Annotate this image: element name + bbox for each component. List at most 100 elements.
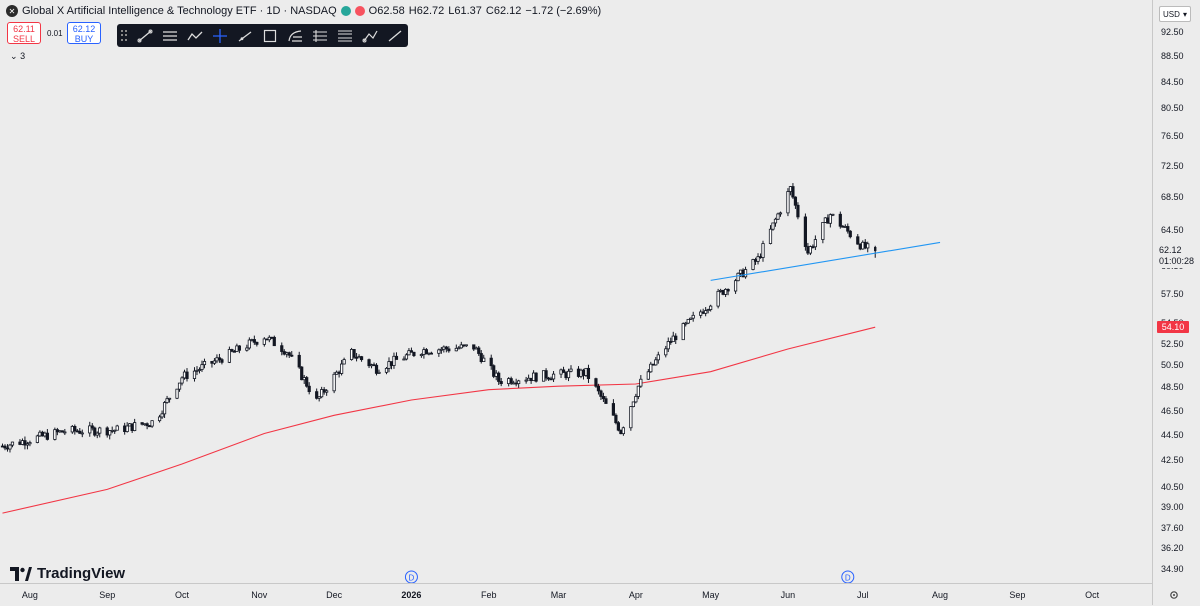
time-tick-label: May xyxy=(702,590,720,600)
candle xyxy=(43,431,47,438)
candle xyxy=(791,183,795,199)
buy-button[interactable]: 62.12 BUY xyxy=(67,22,101,44)
measure-icon[interactable] xyxy=(334,27,356,45)
candle xyxy=(841,225,845,228)
candle xyxy=(527,374,531,381)
long-position-icon[interactable] xyxy=(309,27,331,45)
dividend-marker[interactable]: D xyxy=(841,570,855,583)
candle xyxy=(532,370,536,382)
candle xyxy=(843,224,847,228)
candle xyxy=(646,369,650,380)
candle xyxy=(813,235,817,251)
candle xyxy=(150,420,154,428)
candle xyxy=(10,441,15,448)
candle xyxy=(20,438,25,446)
svg-text:D: D xyxy=(409,574,415,583)
candle xyxy=(806,242,810,255)
sell-price: 62.11 xyxy=(13,24,35,34)
candle xyxy=(255,341,259,347)
drag-handle-icon[interactable] xyxy=(121,29,127,42)
candle xyxy=(861,240,865,250)
candle xyxy=(599,389,603,401)
crosshair-icon[interactable] xyxy=(209,27,231,45)
candle xyxy=(80,429,84,438)
sell-button[interactable]: 62.11 SELL xyxy=(7,22,41,44)
candle xyxy=(265,338,269,341)
candle xyxy=(544,368,548,381)
candle xyxy=(349,347,354,361)
candle xyxy=(719,288,723,293)
candle xyxy=(674,333,678,345)
path-icon[interactable] xyxy=(184,27,206,45)
candle xyxy=(210,361,214,368)
candle xyxy=(167,397,172,403)
support-trendline[interactable] xyxy=(710,241,941,281)
time-tick-label: Apr xyxy=(628,590,643,600)
candle xyxy=(761,240,765,262)
candle xyxy=(823,217,827,223)
candle xyxy=(28,440,32,447)
price-axis[interactable]: USD ▾ 92.50 88.50 84.50 80.50 76.50 72.50 68.5… xyxy=(1152,0,1200,605)
market-status-icon[interactable] xyxy=(340,6,351,16)
brush-icon[interactable] xyxy=(359,27,381,45)
indicators-toggle[interactable]: ⌄ 3 xyxy=(10,51,25,62)
dividend-marker[interactable]: D xyxy=(404,570,418,583)
candle xyxy=(212,358,217,365)
candle xyxy=(409,347,414,353)
candle xyxy=(272,335,276,347)
candle xyxy=(821,222,825,244)
time-tick-label: Aug xyxy=(932,590,949,600)
time-tick-label: Feb xyxy=(480,590,497,600)
data-status-icon[interactable] xyxy=(354,6,365,16)
candle xyxy=(771,222,775,231)
candle xyxy=(305,376,309,388)
horizontal-line-icon[interactable] xyxy=(159,27,181,45)
candle xyxy=(681,322,685,341)
drawing-toolbar xyxy=(117,24,408,47)
candle xyxy=(689,317,693,320)
time-axis[interactable]: Aug Sep Oct Nov Dec 2026 Feb Mar Apr May Jun Jul Aug… xyxy=(0,583,1152,606)
candle xyxy=(287,351,291,358)
candle xyxy=(307,382,311,395)
candle xyxy=(699,309,703,319)
price-tick-label: 48.50 xyxy=(1161,382,1184,393)
candle xyxy=(514,378,518,387)
currency-selector[interactable]: USD ▾ xyxy=(1159,6,1191,22)
time-tick-label: Dec xyxy=(326,590,343,600)
candle xyxy=(666,337,670,353)
symbol-title: Global X Artificial Intelligence & Techn… xyxy=(22,5,337,17)
candle xyxy=(320,386,324,399)
gear-icon[interactable] xyxy=(1168,588,1180,600)
candle xyxy=(474,346,478,350)
candle xyxy=(75,428,79,433)
spread-value: 0.01 xyxy=(47,29,63,38)
candle xyxy=(227,346,232,364)
candle xyxy=(709,304,713,312)
candle xyxy=(352,349,356,359)
symbol-logo-icon: ✕ xyxy=(6,5,18,17)
buy-price: 62.12 xyxy=(72,24,96,34)
candle xyxy=(404,353,409,361)
candle xyxy=(636,385,640,400)
chart-legend: ✕ Global X Artificial Intelligence & Tec… xyxy=(6,5,601,17)
candle xyxy=(372,362,376,367)
line-icon[interactable] xyxy=(384,27,406,45)
candle xyxy=(354,353,359,362)
fib-icon[interactable] xyxy=(284,27,306,45)
candle xyxy=(621,426,625,436)
time-tick-label: Oct xyxy=(1085,590,1100,600)
tradingview-logo[interactable]: TradingView xyxy=(10,565,125,582)
trend-line-icon[interactable] xyxy=(134,27,156,45)
candle xyxy=(182,369,187,380)
candle xyxy=(340,359,344,376)
indicators-count: 3 xyxy=(20,51,26,61)
candle xyxy=(686,318,690,325)
candle xyxy=(856,234,860,245)
price-change: −1.72 (−2.69%) xyxy=(525,5,602,17)
candle xyxy=(237,345,241,354)
ray-icon[interactable] xyxy=(234,27,256,45)
rectangle-icon[interactable] xyxy=(259,27,281,45)
candle xyxy=(604,396,608,404)
price-tick-label: 34.90 xyxy=(1161,563,1184,574)
